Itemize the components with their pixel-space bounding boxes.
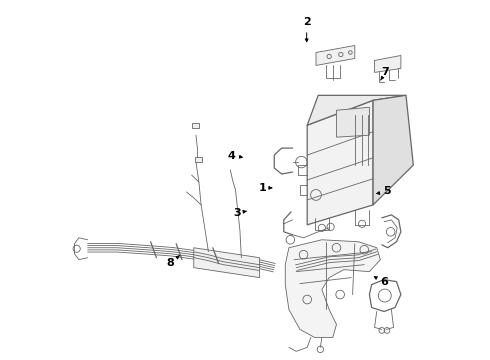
Polygon shape <box>373 95 414 205</box>
Polygon shape <box>307 95 406 125</box>
Text: 7: 7 <box>381 67 390 80</box>
Text: 3: 3 <box>233 208 246 218</box>
Polygon shape <box>316 45 355 66</box>
Polygon shape <box>285 240 380 337</box>
Polygon shape <box>374 55 401 72</box>
Bar <box>195 157 202 162</box>
Text: 6: 6 <box>374 276 388 287</box>
Polygon shape <box>337 107 369 137</box>
Text: 4: 4 <box>227 150 242 161</box>
Text: 5: 5 <box>377 186 391 197</box>
Polygon shape <box>307 100 373 225</box>
Text: 8: 8 <box>167 256 179 268</box>
Polygon shape <box>194 248 260 278</box>
Bar <box>192 123 199 128</box>
Text: 1: 1 <box>258 183 272 193</box>
Text: 2: 2 <box>303 17 311 42</box>
